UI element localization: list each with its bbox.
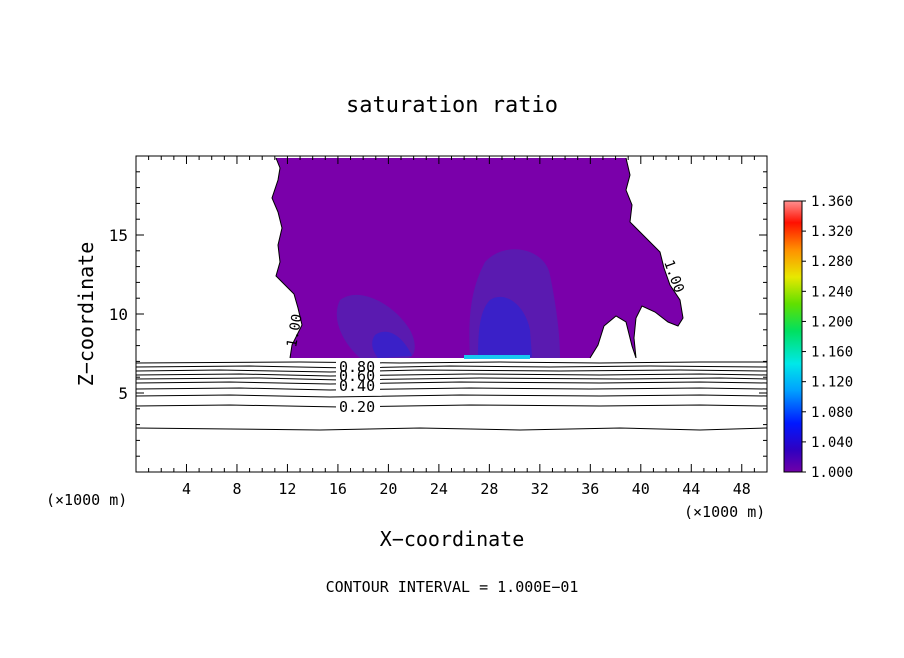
x-tick-label: 20 [379,480,397,498]
contour-label: 0.60 [339,367,375,385]
contour-lines [135,361,768,431]
contour-label-group: 1.00 1.00 0.80 0.60 0.40 0.20 [284,258,687,416]
contour-line-1.00 [271,157,684,359]
contour-label: 1.00 [284,313,306,349]
x-unit-left: (×1000 m) [46,491,127,509]
x-tick-label: 8 [232,480,241,498]
colorbar-tick-label: 1.320 [811,224,853,240]
x-axis: 4 8 12 16 20 24 28 32 36 40 44 48 [148,156,755,498]
contour-line [135,365,768,369]
x-tick-label: 12 [278,480,296,498]
contour-interval-note: CONTOUR INTERVAL = 1.000E−01 [326,578,579,596]
colorbar-tick-label: 1.000 [811,465,853,481]
contour-line [135,369,768,373]
contour-line [135,377,768,381]
contour-line [135,373,768,377]
x-tick-label: 44 [682,480,700,498]
contour-label: 0.80 [339,358,375,376]
colorbar [783,200,803,473]
y-axis-label: Z−coordinate [74,242,98,387]
colorbar-tick-label: 1.080 [811,405,853,421]
contour-label-bg [336,361,380,393]
contour-line [135,387,768,391]
contour-line [135,394,768,398]
y-tick-label: 15 [109,226,128,245]
chart-title: saturation ratio [346,93,558,118]
x-axis-label: X−coordinate [380,527,525,551]
y-tick-label: 5 [118,384,128,403]
colorbar-tick-label: 1.160 [811,345,853,361]
x-tick-label: 28 [480,480,498,498]
x-tick-label: 32 [531,480,549,498]
contour-line [135,381,768,385]
x-tick-label: 16 [329,480,347,498]
colorbar-tick-label: 1.120 [811,375,853,391]
contour-line [135,361,767,364]
x-tick-label: 40 [632,480,650,498]
x-tick-label: 36 [581,480,599,498]
x-unit-right: (×1000 m) [684,503,765,521]
colorbar-tick-label: 1.200 [811,314,853,330]
contour-line [135,404,768,408]
colorbar-tick-label: 1.280 [811,254,853,270]
x-tick-label: 48 [733,480,751,498]
saturated-region [272,158,683,359]
saturation-fill-high-left [372,331,412,358]
colorbar-tick-label: 1.040 [811,435,853,451]
contour-line [135,427,768,431]
colorbar-ticks: 1.360 1.320 1.280 1.240 1.200 1.160 1.120 1.080… [802,194,853,481]
contour-label-bg [336,398,380,414]
contour-label: 0.40 [339,377,375,395]
saturation-fill-peak [464,355,530,359]
y-axis: 5 10 15 [109,171,767,457]
x-tick-label: 4 [182,480,191,498]
contour-label: 0.20 [339,398,375,416]
x-tick-label: 24 [430,480,448,498]
colorbar-tick-label: 1.240 [811,284,853,300]
y-tick-label: 10 [109,305,128,324]
saturation-fill-high-right [478,296,532,357]
colorbar-tick-label: 1.360 [811,194,853,210]
